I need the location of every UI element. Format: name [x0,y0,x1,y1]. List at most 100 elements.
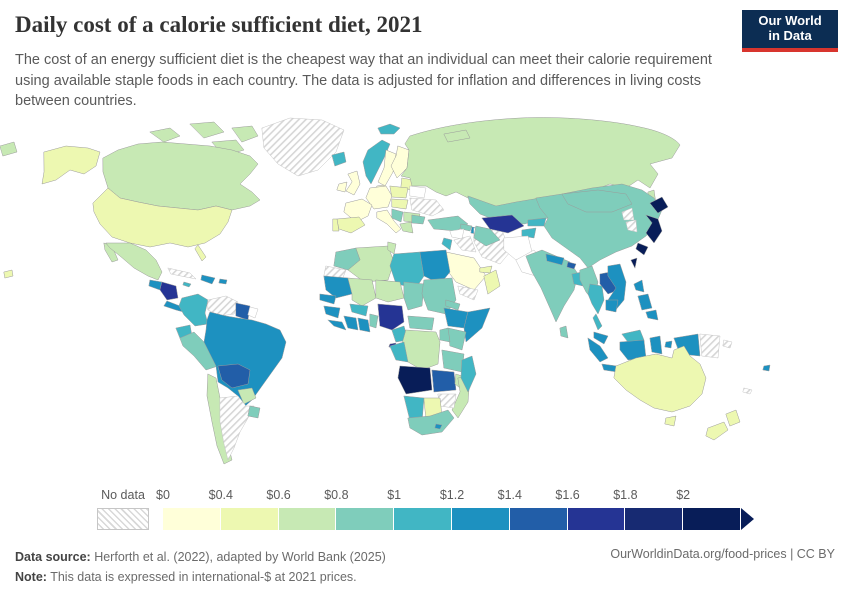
country-paraguay[interactable] [237,387,257,405]
country-ukraine[interactable] [409,197,445,217]
country-arctic-island[interactable] [189,121,225,139]
country-united-states[interactable] [92,187,233,248]
legend-swatch[interactable] [625,508,684,530]
owid-logo[interactable]: Our World in Data [742,10,838,52]
country-honduras-nicaragua[interactable] [159,281,179,301]
country-png-island[interactable] [722,339,733,349]
country-yemen[interactable] [457,285,479,301]
country-kenya[interactable] [447,327,467,351]
country-france[interactable] [343,198,373,223]
country-ghana[interactable] [357,317,371,333]
country-norway[interactable] [362,139,391,185]
country-indonesia-moluccas[interactable] [664,340,673,349]
country-eritrea[interactable] [445,299,461,311]
country-chad[interactable] [403,281,425,311]
country-iraq[interactable] [453,235,477,253]
country-cambodia[interactable] [605,299,619,313]
country-china[interactable] [535,183,663,269]
country-papua-new-guinea[interactable] [699,333,721,359]
country-south-africa[interactable] [407,409,455,436]
country-guatemala[interactable] [148,279,163,291]
country-germany-benelux[interactable] [365,185,393,210]
country-iceland[interactable] [331,151,347,167]
country-mauritania[interactable] [323,275,353,299]
country-hispaniola[interactable] [200,274,216,285]
country-central-african-republic[interactable] [407,315,435,331]
country-cuba[interactable] [167,267,197,280]
country-tajikistan[interactable] [521,227,537,239]
legend-swatch[interactable] [567,508,626,530]
country-oman[interactable] [483,269,501,295]
country-gabon-congo[interactable] [389,341,409,363]
country-uae-qatar[interactable] [479,265,493,274]
country-nepal[interactable] [545,253,565,266]
legend-no-data-swatch[interactable] [97,508,149,530]
legend-swatch[interactable] [451,508,510,530]
country-zambia[interactable] [431,369,457,393]
country-dr-congo[interactable] [401,329,441,371]
country-bolivia[interactable] [217,363,251,389]
country-sri-lanka[interactable] [559,325,569,339]
legend-swatch[interactable] [509,508,568,530]
country-argentina[interactable] [219,395,255,461]
country-senegal[interactable] [319,293,337,305]
country-hawaii[interactable] [3,269,14,279]
country-egypt[interactable] [419,249,451,285]
country-jordan-israel[interactable] [441,237,453,251]
country-arctic-island[interactable] [231,125,259,143]
country-italy[interactable] [376,209,402,234]
country-sudan[interactable] [421,277,457,315]
legend-swatch[interactable] [163,508,221,530]
country-madagascar[interactable] [460,355,477,393]
country-fiji[interactable] [762,364,771,372]
country-bulgaria[interactable] [411,214,426,225]
country-arctic-island[interactable] [149,127,181,143]
country-ethiopia[interactable] [443,307,469,329]
country-new-caledonia[interactable] [742,387,753,395]
legend-swatch[interactable] [278,508,337,530]
country-poland[interactable] [389,185,409,199]
country-cote-divoire[interactable] [343,315,359,331]
country-uzbekistan[interactable] [481,214,525,234]
legend-swatch[interactable] [683,508,741,530]
country-spain[interactable] [336,216,366,234]
country-nigeria[interactable] [377,303,405,331]
country-philippines[interactable] [633,279,645,293]
country-uruguay[interactable] [247,405,261,419]
country-burkina-faso[interactable] [349,303,369,317]
country-svalbard[interactable] [377,123,401,135]
country-french-guiana[interactable] [247,306,259,319]
country-new-zealand-south[interactable] [705,421,729,441]
country-australia[interactable] [613,345,707,413]
country-mexico[interactable] [105,242,163,281]
legend-swatch[interactable] [394,508,452,530]
country-lesotho[interactable] [434,423,443,430]
country-taiwan[interactable] [630,257,638,269]
country-mongolia[interactable] [561,189,633,213]
country-togo-benin[interactable] [369,313,379,329]
country-tanzania[interactable] [441,349,465,373]
country-ireland[interactable] [336,181,348,193]
country-balkans[interactable] [391,208,404,223]
country-russia[interactable] [400,117,681,211]
country-syria[interactable] [449,228,465,240]
country-japan-hokkaido[interactable] [649,196,669,214]
country-philippines[interactable] [637,293,653,311]
country-new-zealand-north[interactable] [725,409,741,427]
footer-link[interactable]: OurWorldinData.org/food-prices | CC BY [610,547,835,561]
country-south-korea[interactable] [625,219,638,233]
country-bhutan[interactable] [566,261,577,270]
country-niger[interactable] [375,279,405,303]
country-greenland[interactable] [261,117,345,177]
country-belarus[interactable] [409,185,427,199]
legend-swatch[interactable] [220,508,279,530]
country-colombia[interactable] [178,293,209,327]
country-guinea[interactable] [323,305,341,319]
country-uganda[interactable] [439,327,451,343]
country-jamaica[interactable] [182,281,192,288]
country-thailand[interactable] [587,283,605,315]
country-russia-chukotka[interactable] [0,141,18,157]
country-indonesia-sumatra[interactable] [587,337,609,363]
country-guyana-suriname[interactable] [235,302,251,321]
country-australia-tasmania[interactable] [664,415,677,427]
